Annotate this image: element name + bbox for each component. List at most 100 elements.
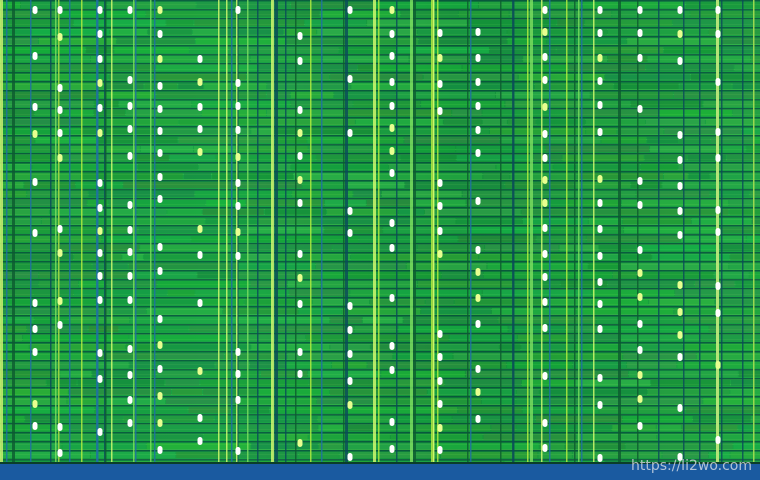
tile xyxy=(738,371,760,377)
vertical-line xyxy=(111,0,113,462)
tile xyxy=(614,83,679,89)
tile xyxy=(73,20,166,26)
tile xyxy=(452,416,535,422)
tile xyxy=(536,236,586,242)
vertical-line xyxy=(135,0,137,462)
tile xyxy=(0,407,95,413)
white-dot xyxy=(597,374,603,382)
tile xyxy=(322,56,409,62)
tile xyxy=(479,254,567,260)
tile xyxy=(96,353,156,359)
tile xyxy=(238,272,321,278)
tile xyxy=(79,281,107,287)
tile xyxy=(110,155,136,161)
tile xyxy=(0,83,105,89)
tile xyxy=(434,344,499,350)
white-dot xyxy=(32,6,38,14)
tile xyxy=(392,416,452,422)
white-dot xyxy=(57,84,63,92)
tile xyxy=(709,326,760,332)
white-dot xyxy=(127,371,133,379)
white-dot xyxy=(475,28,481,36)
vertical-line xyxy=(549,0,551,462)
white-dot xyxy=(597,300,603,308)
tile xyxy=(622,218,691,224)
white-dot xyxy=(32,299,38,307)
white-dot xyxy=(127,152,133,160)
tile xyxy=(321,272,347,278)
tile xyxy=(703,398,760,404)
white-dot xyxy=(597,128,603,136)
tile xyxy=(509,11,612,17)
tile xyxy=(405,182,505,188)
tile xyxy=(35,137,98,143)
tile xyxy=(374,380,397,386)
tile xyxy=(130,317,231,323)
tile xyxy=(143,254,248,260)
tile xyxy=(742,128,760,134)
tile xyxy=(466,200,548,206)
white-dot xyxy=(197,78,203,86)
tile xyxy=(133,272,197,278)
white-dot xyxy=(157,392,163,400)
tile xyxy=(307,137,377,143)
tile xyxy=(462,191,550,197)
white-dot xyxy=(347,326,353,334)
white-dot xyxy=(715,309,721,317)
white-dot xyxy=(97,30,103,38)
tile xyxy=(714,272,749,278)
tile xyxy=(591,290,675,296)
white-dot xyxy=(57,6,63,14)
tile xyxy=(496,164,553,170)
white-dot xyxy=(127,226,133,234)
tile xyxy=(330,344,370,350)
white-dot xyxy=(542,154,548,162)
tile xyxy=(74,290,167,296)
tile xyxy=(194,146,236,152)
tile xyxy=(218,29,284,35)
white-dot xyxy=(297,439,303,447)
tile xyxy=(686,407,760,413)
tile xyxy=(0,218,41,224)
tile xyxy=(631,182,662,188)
tile xyxy=(617,128,664,134)
tile xyxy=(680,236,746,242)
white-dot xyxy=(235,79,241,87)
tile xyxy=(257,218,310,224)
tile xyxy=(377,137,404,143)
white-dot xyxy=(32,130,38,138)
tile xyxy=(317,416,392,422)
vertical-line xyxy=(683,0,685,462)
white-dot xyxy=(97,6,103,14)
white-dot xyxy=(637,29,643,37)
tile xyxy=(381,371,465,377)
tile xyxy=(273,128,380,134)
tile xyxy=(379,65,462,71)
tile xyxy=(199,164,291,170)
tile xyxy=(548,200,569,206)
tile xyxy=(224,353,287,359)
tile xyxy=(362,317,403,323)
tile xyxy=(227,182,302,188)
tile xyxy=(750,191,760,197)
tile xyxy=(99,92,156,98)
tile xyxy=(546,398,595,404)
tile xyxy=(729,209,760,215)
tile xyxy=(320,11,401,17)
vertical-line xyxy=(285,0,287,462)
vertical-line xyxy=(578,0,580,462)
tile xyxy=(546,299,592,305)
white-dot xyxy=(157,195,163,203)
white-dot xyxy=(347,350,353,358)
tile xyxy=(299,308,342,314)
tile xyxy=(258,65,358,71)
tile xyxy=(0,119,82,125)
white-dot xyxy=(597,77,603,85)
white-dot xyxy=(597,101,603,109)
white-dot xyxy=(127,272,133,280)
tile xyxy=(156,353,224,359)
white-dot xyxy=(389,6,395,14)
tile xyxy=(546,38,627,44)
tile xyxy=(467,20,557,26)
tile xyxy=(251,344,330,350)
